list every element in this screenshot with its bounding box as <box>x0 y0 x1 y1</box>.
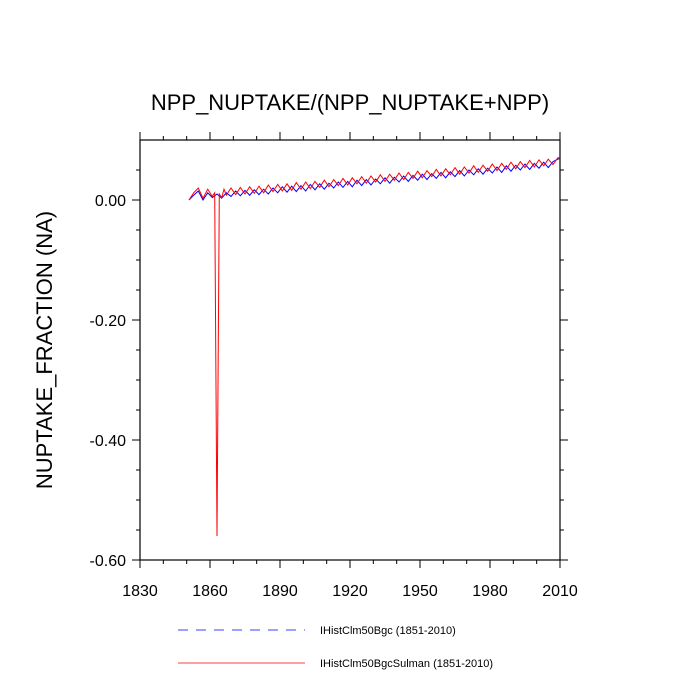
series-lines <box>188 156 561 537</box>
y-tick-label: -0.40 <box>90 433 127 450</box>
legend-label-1: IHistClm50Bgc (1851-2010) <box>320 625 456 637</box>
y-axis-label: NUPTAKE_FRACTION (NA) <box>32 211 57 489</box>
plot-frame <box>139 139 561 561</box>
legend-label-2: IHistClm50BgcSulman (1851-2010) <box>320 658 493 670</box>
x-tick-label: 1830 <box>122 583 158 600</box>
axis-ticks <box>132 132 568 568</box>
x-tick-label: 1920 <box>332 583 368 600</box>
x-tick-label: 1890 <box>262 583 298 600</box>
series-line-1 <box>188 158 561 201</box>
x-tick-label: 2010 <box>542 583 578 600</box>
legend: IHistClm50Bgc (1851-2010) IHistClm50BgcSu… <box>178 625 493 670</box>
x-tick-label: 1860 <box>192 583 228 600</box>
x-tick-label: 1950 <box>402 583 438 600</box>
axis-tick-labels: 1830 1860 1890 1920 1950 1980 2010 -0.60 -0.40 -0… <box>90 193 578 600</box>
chart-title: NPP_NUPTAKE/(NPP_NUPTAKE+NPP) <box>151 90 549 115</box>
y-tick-label: -0.60 <box>90 553 127 570</box>
y-tick-label: -0.20 <box>90 313 127 330</box>
x-tick-label: 1980 <box>472 583 508 600</box>
y-tick-label: 0.00 <box>95 193 126 210</box>
series-line-2 <box>188 156 561 537</box>
